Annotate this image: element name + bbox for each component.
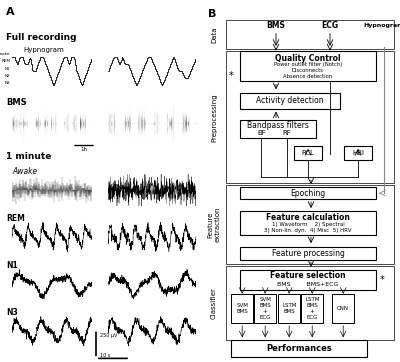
Text: LSTM
BMS
+
ECG: LSTM BMS + ECG (305, 297, 319, 320)
Text: Quality Control: Quality Control (275, 55, 341, 63)
Text: REM: REM (2, 59, 10, 63)
Text: A: A (6, 7, 15, 17)
Text: Performances: Performances (266, 344, 332, 353)
Text: N3: N3 (6, 308, 18, 317)
Text: Awake: Awake (12, 167, 37, 176)
Text: N1: N1 (6, 261, 18, 270)
Text: 1 minute: 1 minute (6, 152, 51, 161)
Text: Feature selection: Feature selection (270, 271, 346, 280)
FancyBboxPatch shape (254, 294, 276, 323)
Text: CNN: CNN (337, 306, 349, 311)
FancyBboxPatch shape (240, 51, 376, 81)
FancyBboxPatch shape (226, 20, 394, 49)
Text: RF: RF (283, 130, 292, 136)
Text: *: * (229, 71, 233, 81)
Text: 250 μV: 250 μV (100, 333, 117, 338)
Text: 10 s: 10 s (100, 353, 110, 358)
Text: N1: N1 (5, 67, 10, 71)
FancyBboxPatch shape (344, 146, 372, 160)
Text: REM: REM (6, 214, 25, 223)
Text: Power outlet filter (Notch)
Disconnects
Absence detection: Power outlet filter (Notch) Disconnects … (274, 62, 342, 79)
Text: Feature calculation: Feature calculation (266, 213, 350, 222)
FancyBboxPatch shape (301, 294, 323, 323)
Text: Full recording: Full recording (6, 33, 76, 42)
FancyBboxPatch shape (231, 294, 254, 323)
FancyBboxPatch shape (240, 211, 376, 235)
Text: BMS        BMS+ECG: BMS BMS+ECG (277, 282, 339, 287)
Text: Preprocessing: Preprocessing (211, 93, 217, 142)
FancyBboxPatch shape (231, 340, 367, 357)
Text: SVM
BMS
+
ECG: SVM BMS + ECG (259, 297, 271, 320)
Text: N3: N3 (5, 81, 10, 85)
Text: Classifier: Classifier (211, 287, 217, 319)
Text: Hypnogram: Hypnogram (24, 47, 64, 53)
FancyBboxPatch shape (278, 294, 300, 323)
Text: BMS: BMS (266, 21, 286, 30)
Text: HBI: HBI (352, 150, 364, 156)
Text: BF: BF (257, 130, 266, 136)
FancyBboxPatch shape (240, 270, 376, 290)
FancyBboxPatch shape (240, 120, 316, 138)
Text: *: * (380, 275, 384, 285)
Text: Bandpass filters: Bandpass filters (247, 121, 309, 130)
Text: Feature
extraction: Feature extraction (208, 207, 220, 242)
Text: Activity detection: Activity detection (256, 96, 324, 105)
Text: B: B (208, 9, 216, 19)
FancyBboxPatch shape (294, 146, 322, 160)
Text: BMS: BMS (6, 98, 27, 107)
FancyBboxPatch shape (226, 185, 394, 264)
Text: 1h: 1h (80, 147, 88, 152)
Text: Data: Data (211, 26, 217, 43)
FancyBboxPatch shape (240, 93, 340, 109)
FancyBboxPatch shape (332, 294, 354, 323)
FancyBboxPatch shape (226, 266, 394, 340)
Text: SVM
BMS: SVM BMS (236, 303, 248, 314)
FancyBboxPatch shape (226, 51, 394, 183)
Text: Epoching: Epoching (290, 189, 326, 198)
FancyBboxPatch shape (240, 187, 376, 199)
Text: ECG: ECG (322, 21, 338, 30)
FancyBboxPatch shape (240, 247, 376, 260)
Text: 1) Waveform    2) Spectral
3) Non-lin. dyn.  4) Misc  5) HRV: 1) Waveform 2) Spectral 3) Non-lin. dyn.… (264, 222, 352, 233)
Text: LSTM
BMS: LSTM BMS (282, 303, 296, 314)
Text: Feature processing: Feature processing (272, 249, 344, 258)
Text: RCL: RCL (302, 150, 314, 156)
Text: N2: N2 (5, 74, 10, 78)
Text: Awake: Awake (0, 52, 10, 56)
Text: Hypnogram: Hypnogram (364, 23, 400, 28)
